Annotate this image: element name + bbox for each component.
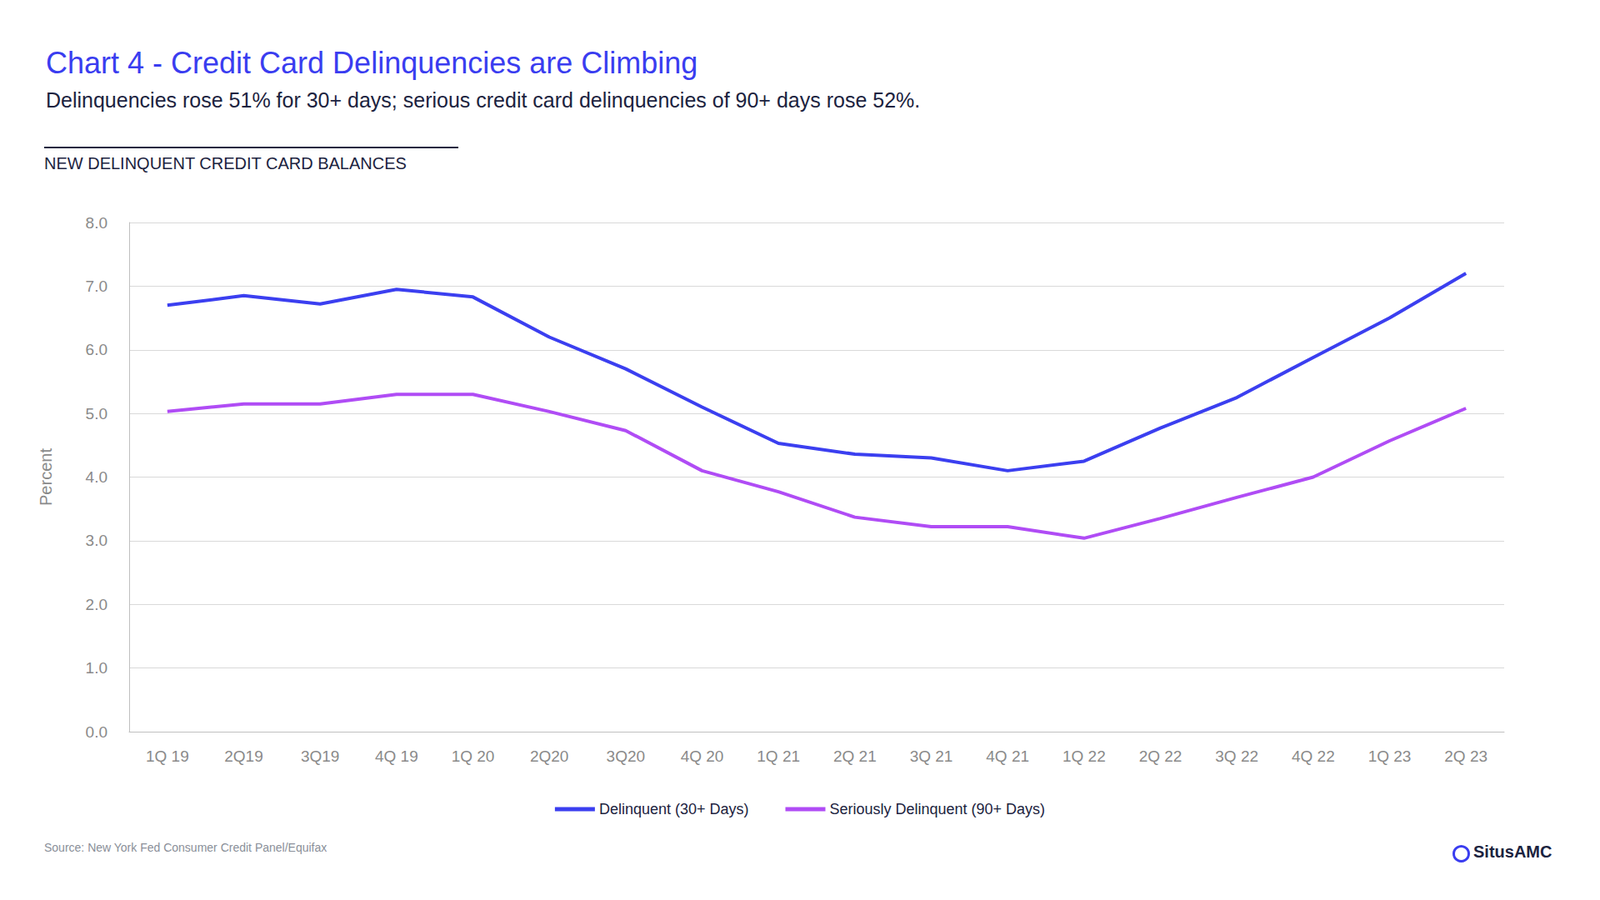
svg-text:7.0: 7.0	[85, 277, 108, 295]
svg-text:3.0: 3.0	[85, 531, 108, 550]
svg-text:2Q 21: 2Q 21	[833, 747, 877, 765]
svg-text:2Q 23: 2Q 23	[1444, 747, 1488, 765]
svg-text:1.0: 1.0	[85, 659, 108, 677]
svg-text:SitusAMC: SitusAMC	[1473, 842, 1552, 861]
svg-text:Source: New York Fed Consumer: Source: New York Fed Consumer Credit Pan…	[44, 840, 327, 855]
svg-text:Percent: Percent	[36, 448, 55, 506]
svg-text:Delinquencies rose 51% for 30+: Delinquencies rose 51% for 30+ days; ser…	[45, 88, 920, 112]
svg-text:Delinquent (30+ Days): Delinquent (30+ Days)	[599, 800, 750, 818]
svg-text:5.0: 5.0	[85, 405, 108, 423]
svg-text:Seriously Delinquent (90+ Days: Seriously Delinquent (90+ Days)	[829, 800, 1045, 818]
svg-text:1Q 22: 1Q 22	[1062, 747, 1106, 765]
svg-text:1Q 21: 1Q 21	[756, 747, 800, 765]
svg-text:1Q 19: 1Q 19	[145, 747, 190, 765]
svg-text:2.0: 2.0	[85, 595, 108, 614]
svg-text:4Q 20: 4Q 20	[680, 747, 725, 765]
svg-text:NEW DELINQUENT CREDIT CARD BAL: NEW DELINQUENT CREDIT CARD BALANCES	[44, 154, 407, 173]
svg-text:4Q 22: 4Q 22	[1291, 747, 1335, 765]
svg-text:3Q 22: 3Q 22	[1215, 747, 1259, 765]
svg-text:8.0: 8.0	[85, 214, 108, 232]
svg-text:1Q 23: 1Q 23	[1368, 747, 1412, 765]
svg-text:Chart 4 - Credit Card Delinque: Chart 4 - Credit Card Delinquencies are …	[45, 45, 698, 80]
svg-text:2Q20: 2Q20	[530, 747, 569, 765]
svg-text:2Q19: 2Q19	[224, 747, 263, 765]
svg-text:6.0: 6.0	[85, 340, 108, 359]
svg-text:2Q 22: 2Q 22	[1139, 747, 1183, 765]
svg-text:0.0: 0.0	[85, 723, 108, 741]
svg-text:4Q 21: 4Q 21	[985, 747, 1030, 765]
svg-text:3Q19: 3Q19	[300, 747, 340, 765]
svg-text:3Q20: 3Q20	[606, 747, 645, 765]
svg-text:1Q 20: 1Q 20	[451, 747, 495, 765]
svg-text:3Q 21: 3Q 21	[910, 747, 954, 765]
svg-text:4.0: 4.0	[85, 468, 108, 486]
svg-text:4Q 19: 4Q 19	[375, 747, 419, 765]
